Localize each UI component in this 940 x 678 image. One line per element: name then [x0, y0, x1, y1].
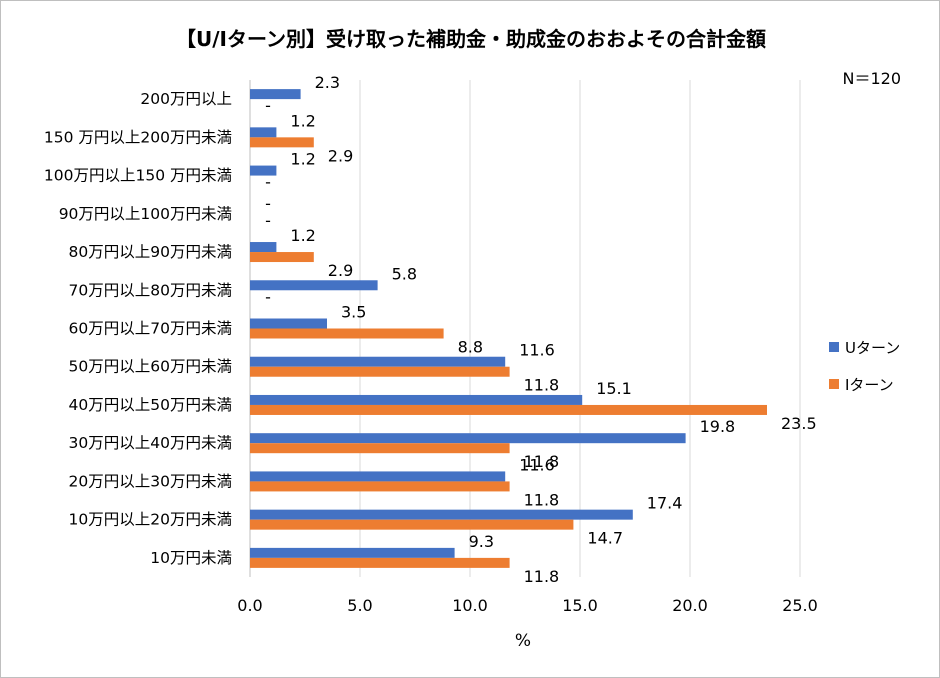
data-label-i-turn: 14.7	[587, 529, 623, 548]
bar-u-turn	[250, 242, 277, 253]
data-label-u-turn: -	[265, 194, 271, 213]
data-label-u-turn: 15.1	[596, 379, 632, 398]
legend: Uターン Iターン	[829, 339, 900, 394]
sample-size-note: N＝120	[842, 69, 901, 88]
data-labels: 2.3-1.22.91.2---1.22.9 5.8-3.58.8 11.611.8…	[265, 73, 817, 586]
bar-u-turn	[250, 433, 686, 444]
bar-i-turn	[250, 328, 444, 339]
category-label: 30万円以上40万円未満	[69, 434, 232, 452]
bar-u-turn	[250, 547, 455, 558]
data-label-i-turn: 23.5	[781, 414, 817, 433]
data-label-i-turn: 11.8	[524, 452, 560, 471]
data-label-i-turn: -	[265, 173, 271, 192]
category-label: 20万円以上30万円未満	[69, 472, 232, 490]
data-label-i-turn: -	[265, 287, 271, 306]
data-label-u-turn: 1.2	[290, 226, 315, 245]
category-label: 150 万円以上200万円未満	[44, 128, 232, 146]
category-label: 100万円以上150 万円未満	[44, 167, 232, 185]
x-tick-label: 5.0	[347, 596, 372, 615]
x-tick-label: 20.0	[672, 596, 708, 615]
data-label-i-turn: 11.8	[524, 490, 560, 509]
bar-i-turn	[250, 404, 767, 415]
x-tick-label: 10.0	[452, 596, 488, 615]
category-label: 200万円以上	[140, 90, 232, 108]
data-label-u-turn: 1.2	[290, 150, 315, 169]
bar-u-turn	[250, 280, 378, 291]
data-label-i-turn: -	[265, 211, 271, 230]
bar-u-turn	[250, 127, 277, 138]
category-label: 10万円以上20万円未満	[69, 511, 232, 529]
bar-i-turn	[250, 557, 510, 568]
bars	[250, 89, 767, 568]
bar-u-turn	[250, 394, 583, 405]
x-tick-label: 25.0	[782, 596, 818, 615]
category-label: 70万円以上80万円未満	[69, 281, 232, 299]
data-label-i-turn: -	[265, 96, 271, 115]
bar-u-turn	[250, 318, 327, 329]
data-label-i-turn: 2.9	[328, 146, 353, 165]
category-labels: 200万円以上 150 万円以上200万円未満 100万円以上150 万円未満 90万…	[44, 90, 232, 567]
chart-title: 【U/Iターン別】受け取った補助金・助成金のおおよその合計金額	[176, 27, 766, 51]
bar-u-turn	[250, 356, 506, 367]
data-label-u-turn: 5.8	[392, 264, 417, 283]
data-label-i-turn: 8.8	[458, 338, 483, 357]
data-label-u-turn: 9.3	[469, 532, 494, 551]
data-label-u-turn: 19.8	[700, 417, 736, 436]
data-label-u-turn: 17.4	[647, 494, 683, 513]
data-label-u-turn: 11.6	[519, 341, 555, 360]
data-label-u-turn: 1.2	[290, 111, 315, 130]
x-tick-label: 0.0	[237, 596, 262, 615]
category-label: 60万円以上70万円未満	[69, 320, 232, 338]
gridlines	[249, 80, 801, 577]
x-tick-labels: 0.0 5.0 10.0 15.0 20.0 25.0	[237, 596, 818, 615]
bar-u-turn	[250, 89, 301, 100]
bar-i-turn	[250, 137, 314, 148]
legend-label-i-turn: Iターン	[845, 376, 894, 394]
bar-u-turn	[250, 509, 633, 520]
bar-u-turn	[250, 165, 277, 176]
bar-i-turn	[250, 366, 510, 377]
legend-swatch-u-turn	[829, 342, 839, 352]
category-label: 10万円未満	[150, 549, 232, 567]
data-label-i-turn: 11.8	[524, 567, 560, 586]
data-label-i-turn: 11.8	[524, 376, 560, 395]
category-label: 40万円以上50万円未満	[69, 396, 232, 414]
x-tick-label: 15.0	[562, 596, 598, 615]
bar-i-turn	[250, 519, 574, 530]
bar-u-turn	[250, 471, 506, 482]
data-label-i-turn: 2.9	[328, 261, 353, 280]
category-label: 90万円以上100万円未満	[59, 205, 232, 223]
data-label-u-turn: 2.3	[315, 73, 340, 92]
legend-label-u-turn: Uターン	[845, 339, 900, 357]
data-label-u-turn: 3.5	[341, 303, 366, 322]
data-label-u-turn: 11.6	[519, 455, 555, 474]
category-label: 50万円以上60万円未満	[69, 358, 232, 376]
bar-i-turn	[250, 252, 314, 263]
x-axis-title: %	[515, 631, 531, 651]
category-label: 80万円以上90万円未満	[69, 243, 232, 261]
bar-i-turn	[250, 443, 510, 454]
legend-swatch-i-turn	[829, 379, 839, 389]
bar-i-turn	[250, 481, 510, 492]
